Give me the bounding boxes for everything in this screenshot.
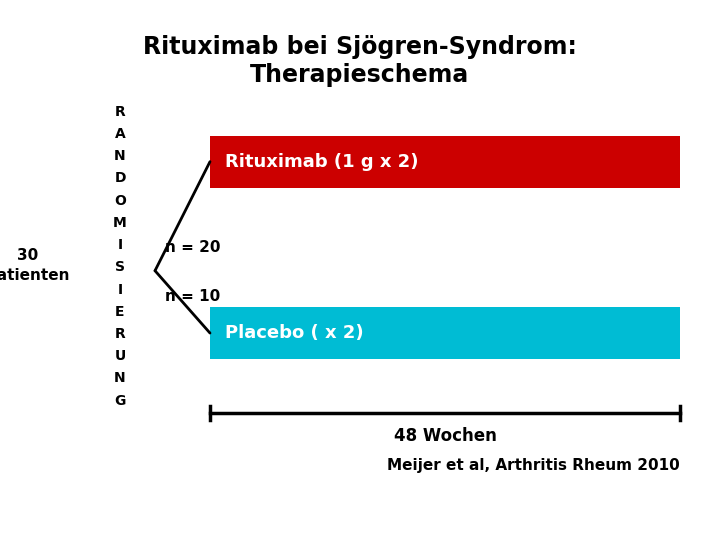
Text: 30: 30 [17,248,39,262]
Text: O: O [114,194,126,208]
Text: H: H [528,516,539,530]
Text: Therapieschema: Therapieschema [251,63,469,87]
Text: R: R [114,327,125,341]
Text: Rituximab bei Sjögren-Syndrom:: Rituximab bei Sjögren-Syndrom: [143,35,577,59]
Text: Patienten: Patienten [0,268,70,284]
Text: Meijer et al, Arthritis Rheum 2010: Meijer et al, Arthritis Rheum 2010 [387,457,680,472]
Text: I: I [117,238,122,252]
Text: 48 Wochen: 48 Wochen [394,427,496,445]
Text: S: S [115,260,125,274]
Text: M: M [113,216,127,230]
Text: H: H [546,506,564,526]
Text: N: N [114,372,126,386]
Text: N: N [114,149,126,163]
Text: und Rheumatologie: und Rheumatologie [572,523,655,532]
Text: n = 10: n = 10 [165,289,220,304]
Text: www.mh-hannover.de/kir.html: www.mh-hannover.de/kir.html [18,512,164,522]
Text: A: A [114,127,125,141]
Text: Rituximab (1 g x 2): Rituximab (1 g x 2) [225,153,418,171]
Text: I: I [117,282,122,296]
Text: E: E [115,305,125,319]
Text: Placebo ( x 2): Placebo ( x 2) [225,324,364,342]
Text: D: D [114,171,126,185]
Text: U: U [114,349,125,363]
Bar [210,136,680,187]
Text: n = 20: n = 20 [165,240,220,255]
Text: R: R [114,105,125,119]
Text: Klinikfür Immunologie: Klinikfür Immunologie [572,505,665,515]
Text: M: M [500,506,523,526]
Bar [210,307,680,359]
Text: G: G [114,394,126,408]
